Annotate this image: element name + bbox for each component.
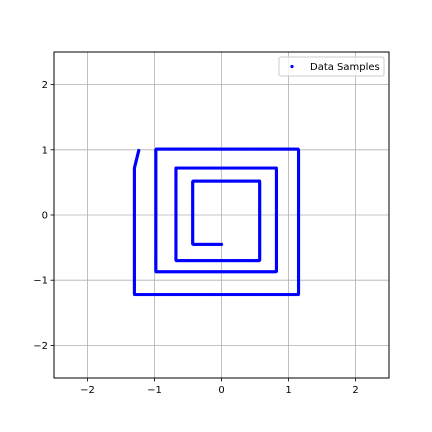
y-tick-label: 2 [42,80,48,91]
y-tick-label: 0 [42,211,48,222]
legend-label: Data Samples [310,62,380,73]
axis-ticks: −2 −1 0 1 2 −2 −1 0 1 2 [33,80,358,396]
x-tick-label: 2 [352,385,358,396]
y-tick-label: −1 [33,276,48,287]
data-points [132,147,301,297]
legend-marker [290,64,294,69]
y-tick-label: −2 [33,341,48,352]
data-point [137,148,141,153]
x-tick-label: 1 [285,385,291,396]
legend-box [278,56,385,77]
x-tick-label: −2 [80,385,95,396]
legend: Data Samples [278,56,385,77]
x-tick-label: −1 [147,385,162,396]
y-tick-label: 1 [42,145,48,156]
grid-lines [54,52,389,378]
x-tick-label: 0 [218,385,224,396]
